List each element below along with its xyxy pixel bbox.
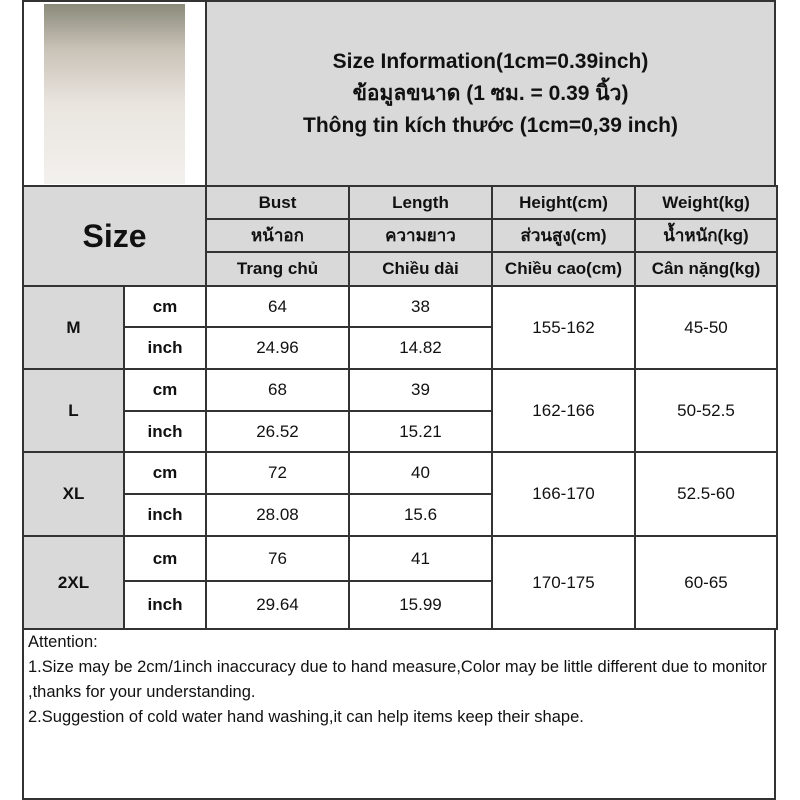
bust-cm: 64 (205, 285, 350, 328)
length-cm: 41 (348, 535, 493, 582)
height-range: 162-166 (491, 368, 636, 453)
column-header: Height(cm) (491, 185, 636, 220)
length-inch: 15.21 (348, 410, 493, 453)
attention-notes: Attention: 1.Size may be 2cm/1inch inacc… (22, 628, 776, 800)
length-inch: 15.99 (348, 580, 493, 630)
unit-label: inch (123, 326, 207, 370)
height-range: 166-170 (491, 451, 636, 537)
weight-range: 50-52.5 (634, 368, 778, 453)
bust-inch: 29.64 (205, 580, 350, 630)
height-range: 155-162 (491, 285, 636, 370)
unit-label: cm (123, 368, 207, 412)
weight-range: 60-65 (634, 535, 778, 630)
weight-range: 45-50 (634, 285, 778, 370)
size-label: XL (22, 451, 125, 537)
attention-title: Attention: (28, 633, 98, 651)
column-header: หน้าอก (205, 218, 350, 253)
column-header: Bust (205, 185, 350, 220)
column-header: Trang chủ (205, 251, 350, 287)
bust-inch: 26.52 (205, 410, 350, 453)
size-label: L (22, 368, 125, 453)
unit-label: cm (123, 451, 207, 495)
column-header: น้ำหนัก(kg) (634, 218, 778, 253)
product-photo (44, 4, 185, 184)
attention-note: 1.Size may be 2cm/1inch inaccuracy due t… (28, 658, 767, 701)
unit-label: cm (123, 535, 207, 582)
column-header: Cân nặng(kg) (634, 251, 778, 287)
size-label: M (22, 285, 125, 370)
length-cm: 40 (348, 451, 493, 495)
column-header: ความยาว (348, 218, 493, 253)
column-header: Weight(kg) (634, 185, 778, 220)
unit-label: cm (123, 285, 207, 328)
weight-range: 52.5-60 (634, 451, 778, 537)
size-label: 2XL (22, 535, 125, 630)
unit-label: inch (123, 410, 207, 453)
size-header: Size (22, 185, 207, 287)
bust-inch: 24.96 (205, 326, 350, 370)
bust-cm: 76 (205, 535, 350, 582)
column-header: ส่วนสูง(cm) (491, 218, 636, 253)
size-info-title: Size Information(1cm=0.39inch) ข้อมูลขนา… (205, 0, 776, 187)
length-cm: 38 (348, 285, 493, 328)
title-vi: Thông tin kích thước (1cm=0,39 inch) (303, 113, 678, 137)
bust-cm: 72 (205, 451, 350, 495)
column-header: Chiều dài (348, 251, 493, 287)
bust-inch: 28.08 (205, 493, 350, 537)
unit-label: inch (123, 493, 207, 537)
length-cm: 39 (348, 368, 493, 412)
title-en: Size Information(1cm=0.39inch) (332, 49, 649, 73)
length-inch: 14.82 (348, 326, 493, 370)
bust-cm: 68 (205, 368, 350, 412)
length-inch: 15.6 (348, 493, 493, 537)
column-header: Chiều cao(cm) (491, 251, 636, 287)
column-header: Length (348, 185, 493, 220)
title-th: ข้อมูลขนาด (1 ซม. = 0.39 นิ้ว) (352, 81, 629, 105)
attention-note: 2.Suggestion of cold water hand washing,… (28, 708, 584, 726)
height-range: 170-175 (491, 535, 636, 630)
unit-label: inch (123, 580, 207, 630)
